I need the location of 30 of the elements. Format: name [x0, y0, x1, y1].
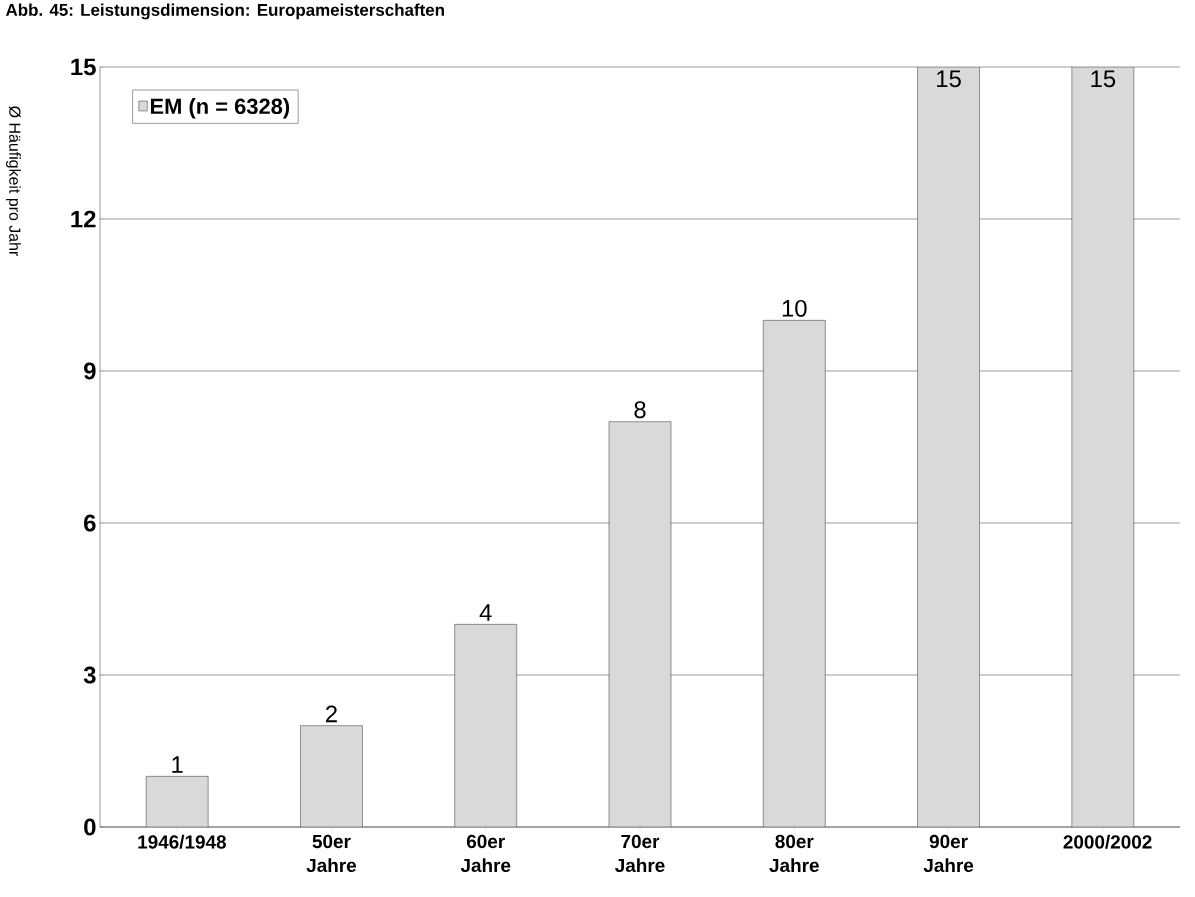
x-tick-label: 50er Jahre	[306, 834, 357, 873]
y-tick-label: 0	[84, 818, 96, 836]
bar	[608, 421, 672, 827]
bar	[917, 66, 980, 827]
bar	[763, 320, 826, 827]
x-tick-label: 70er Jahre	[615, 834, 665, 873]
x-tick-label: 1946/1948	[138, 834, 227, 849]
data-label: 15	[1091, 70, 1116, 88]
bar	[454, 624, 517, 827]
y-tick-label: 6	[84, 514, 96, 532]
y-axis-title: Ø Häufigkeit pro Jahr	[6, 106, 21, 256]
bar	[1071, 66, 1135, 827]
data-label: 15	[937, 70, 961, 88]
bar	[145, 776, 209, 827]
data-label: 8	[634, 401, 646, 419]
y-tick-label: 9	[84, 362, 96, 380]
y-tick-label: 15	[71, 58, 96, 76]
y-tick-label: 3	[83, 666, 96, 684]
x-tick-label: 2000/2002	[1063, 834, 1152, 849]
x-tick-label: 80er Jahre	[769, 834, 819, 873]
chart-title: Abb. 45: Leistungsdimension: Europameisterschaften	[5, 3, 444, 20]
y-tick-label: 12	[71, 210, 96, 228]
data-label: 2	[325, 705, 337, 723]
data-label: 10	[782, 299, 807, 317]
data-label: 1	[172, 756, 183, 773]
legend-label: EM (n = 6328)	[150, 97, 290, 119]
data-label: 4	[479, 604, 492, 621]
bar	[300, 725, 363, 827]
x-tick-label: 60er Jahre	[460, 834, 511, 873]
x-tick-label: 90er Jahre	[923, 834, 974, 873]
